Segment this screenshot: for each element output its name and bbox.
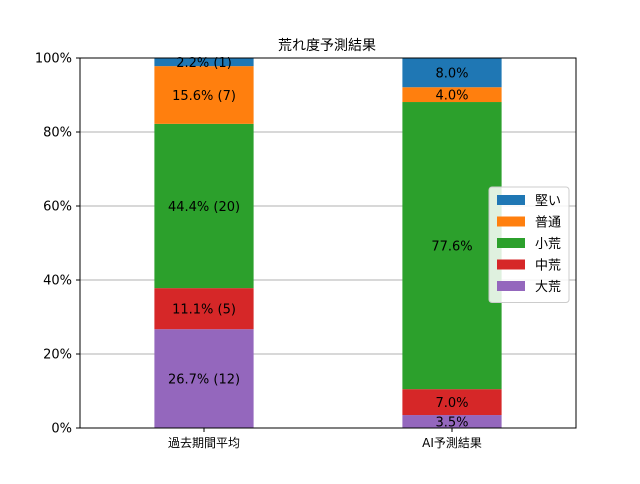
chart-title: 荒れ度予測結果 [278, 38, 376, 54]
bar-segment [154, 66, 254, 124]
plot-frame [79, 57, 577, 429]
y-tick-label: 20% [43, 348, 72, 363]
bar-value-label: 3.5% [435, 416, 468, 431]
bar-value-label: 15.6% (7) [172, 89, 236, 104]
legend-swatch [497, 281, 525, 291]
bar-segment [402, 57, 502, 88]
x-tick-label: 過去期間平均 [168, 436, 240, 450]
legend-swatch [497, 216, 525, 227]
bar-segment [154, 329, 254, 428]
x-tick-label: AI予測結果 [422, 436, 482, 450]
bar-value-label: 11.1% (5) [172, 303, 236, 318]
bar-value-label: 8.0% [435, 66, 468, 81]
legend-swatch [497, 238, 525, 248]
y-axis: 0% 20% 40% 60% 80% 100% [35, 52, 80, 437]
x-axis: 過去期間平均 AI予測結果 [168, 428, 482, 450]
legend-swatch [497, 195, 525, 205]
legend-label: 大荒 [535, 280, 561, 295]
bars-group [154, 57, 502, 428]
bar-segment [154, 58, 254, 67]
bar-segment [402, 87, 502, 103]
legend-box [488, 186, 570, 303]
bar-value-label: 7.0% [435, 396, 468, 411]
y-tick-label: 100% [35, 52, 72, 67]
y-tick-label: 40% [43, 274, 72, 289]
bar-value-label: 2.2% (1) [176, 56, 232, 71]
legend-label: 普通 [535, 216, 561, 231]
legend-label: 中荒 [535, 259, 561, 274]
y-tick-label: 80% [43, 126, 72, 141]
bar-value-label: 77.6% [431, 240, 472, 255]
legend-label: 堅い [535, 194, 561, 209]
bar-value-label: 4.0% [435, 89, 468, 104]
y-tick-label: 60% [43, 200, 72, 215]
bar-segment [154, 123, 254, 289]
bar-value-label: 26.7% (12) [168, 373, 240, 388]
bar-segment [402, 415, 502, 428]
bar-labels-group: 26.7% (12) 11.1% (5) 44.4% (20) 15.6% (7) 2.… [168, 56, 473, 430]
bar-value-label: 44.4% (20) [168, 200, 240, 215]
bar-segment [402, 389, 502, 416]
bar-segment [154, 288, 254, 330]
legend-label: 小荒 [535, 237, 561, 252]
legend-swatch [497, 259, 525, 270]
bar-segment [402, 102, 502, 390]
y-tick-label: 0% [51, 422, 72, 437]
